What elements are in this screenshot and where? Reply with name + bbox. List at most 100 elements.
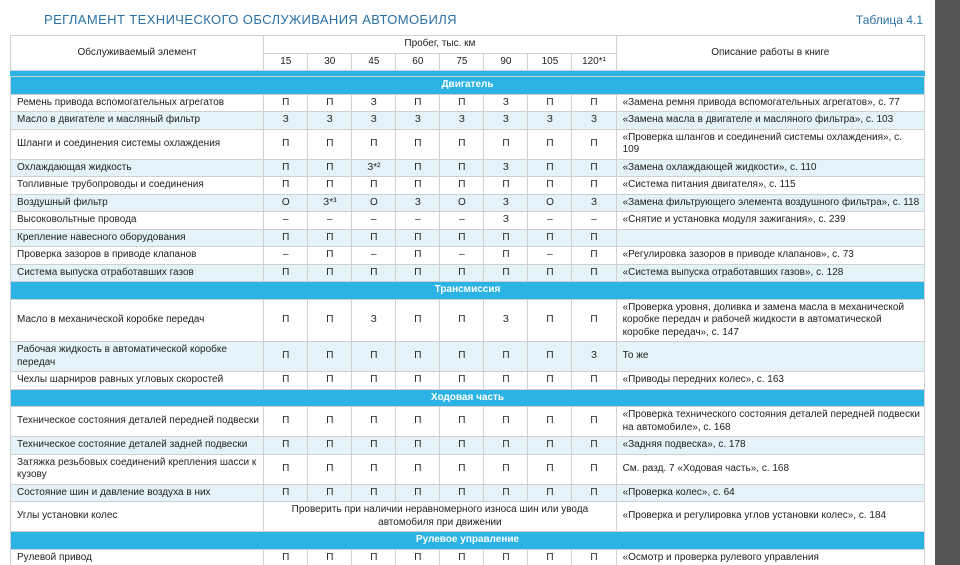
row-name: Ремень привода вспомогательных агрегатов: [11, 94, 264, 112]
mark-cell: П: [396, 454, 440, 484]
mileage-col: 15: [264, 53, 308, 71]
mark-cell: П: [528, 342, 572, 372]
mark-cell: П: [352, 484, 396, 502]
table-row: Затяжка резьбовых соединений крепления ш…: [11, 454, 925, 484]
mark-cell: П: [528, 372, 572, 390]
mark-cell: О: [528, 194, 572, 212]
row-name: Техническое состояния деталей передней п…: [11, 407, 264, 437]
row-name: Воздушный фильтр: [11, 194, 264, 212]
table-row: Воздушный фильтрОЗ*³ОЗОЗОЗ«Замена фильтр…: [11, 194, 925, 212]
mark-cell: П: [528, 229, 572, 247]
mark-cell: –: [352, 212, 396, 230]
mark-cell: П: [308, 247, 352, 265]
mark-cell: З: [572, 194, 616, 212]
col-element: Обслуживаемый элемент: [11, 36, 264, 71]
row-name: Высоковольтные провода: [11, 212, 264, 230]
row-name: Рулевой привод: [11, 549, 264, 565]
mark-cell: П: [264, 437, 308, 455]
mark-cell: П: [396, 549, 440, 565]
mark-cell: П: [396, 129, 440, 159]
mark-cell: З: [264, 112, 308, 130]
mark-cell: П: [572, 454, 616, 484]
mark-cell: П: [264, 372, 308, 390]
mark-cell: П: [308, 407, 352, 437]
mark-cell: О: [440, 194, 484, 212]
mark-cell: П: [440, 342, 484, 372]
mark-cell: П: [572, 407, 616, 437]
mark-cell: П: [528, 264, 572, 282]
row-name: Шланги и соединения системы охлаждения: [11, 129, 264, 159]
table-label: Таблица 4.1: [856, 13, 923, 27]
mark-cell: З*³: [308, 194, 352, 212]
row-desc: «Задняя подвеска», с. 178: [616, 437, 924, 455]
row-desc: [616, 229, 924, 247]
mark-cell: П: [528, 549, 572, 565]
right-scrollbar[interactable]: [935, 0, 960, 565]
table-row: Ремень привода вспомогательных агрегатов…: [11, 94, 925, 112]
mark-cell: П: [352, 437, 396, 455]
mark-cell: П: [440, 549, 484, 565]
table-row: Масло в механической коробке передачППЗП…: [11, 299, 925, 342]
mark-cell: З: [484, 212, 528, 230]
mark-cell: П: [308, 229, 352, 247]
row-desc: «Проверка и регулировка углов установки …: [616, 502, 924, 532]
row-name: Топливные трубопроводы и соединения: [11, 177, 264, 195]
row-name: Состояние шин и давление воздуха в них: [11, 484, 264, 502]
mark-cell: П: [308, 484, 352, 502]
row-name: Охлаждающая жидкость: [11, 159, 264, 177]
mark-cell: П: [264, 299, 308, 342]
mark-cell: П: [308, 94, 352, 112]
row-desc: «Снятие и установка модуля зажигания», с…: [616, 212, 924, 230]
mark-cell: П: [352, 372, 396, 390]
mark-cell: П: [264, 159, 308, 177]
mark-cell: –: [396, 212, 440, 230]
table-row: Чехлы шарниров равных угловых скоростейП…: [11, 372, 925, 390]
mark-cell: П: [440, 94, 484, 112]
row-name: Углы установки колес: [11, 502, 264, 532]
mark-cell: –: [528, 212, 572, 230]
mark-cell: –: [528, 247, 572, 265]
mark-cell: П: [440, 372, 484, 390]
row-desc: «Проверка технического состояния деталей…: [616, 407, 924, 437]
table-row: Рулевой приводПППППППП«Осмотр и проверка…: [11, 549, 925, 565]
mark-cell: –: [572, 212, 616, 230]
mark-cell: О: [264, 194, 308, 212]
maintenance-table: Обслуживаемый элемент Пробег, тыс. км Оп…: [10, 35, 925, 565]
row-desc: «Регулировка зазоров в приводе клапанов»…: [616, 247, 924, 265]
row-desc: «Замена масла в двигателе и масляного фи…: [616, 112, 924, 130]
section-header: Трансмиссия: [11, 282, 925, 300]
mark-cell: П: [484, 342, 528, 372]
mark-cell: О: [352, 194, 396, 212]
mark-cell: П: [264, 454, 308, 484]
mark-cell: П: [308, 342, 352, 372]
mark-cell: П: [308, 177, 352, 195]
mark-cell: П: [396, 342, 440, 372]
mark-cell: П: [308, 437, 352, 455]
mark-cell: П: [352, 407, 396, 437]
mileage-col: 90: [484, 53, 528, 71]
mark-cell: З: [308, 112, 352, 130]
mileage-col: 120*¹: [572, 53, 616, 71]
row-name: Техническое состояние деталей задней под…: [11, 437, 264, 455]
mark-cell: З: [484, 94, 528, 112]
mark-cell: П: [352, 454, 396, 484]
row-name: Масло в механической коробке передач: [11, 299, 264, 342]
mark-cell: П: [572, 177, 616, 195]
mark-cell: П: [308, 299, 352, 342]
mark-cell: П: [264, 264, 308, 282]
mark-cell: П: [396, 264, 440, 282]
mark-cell: П: [572, 229, 616, 247]
table-row: Рабочая жидкость в автоматической коробк…: [11, 342, 925, 372]
mark-cell: П: [528, 129, 572, 159]
mark-cell: П: [352, 177, 396, 195]
mark-cell: З: [396, 112, 440, 130]
row-desc: «Проверка колес», с. 64: [616, 484, 924, 502]
mark-cell: З: [484, 299, 528, 342]
mark-cell: З: [528, 112, 572, 130]
mark-cell: П: [484, 437, 528, 455]
mark-cell: П: [528, 484, 572, 502]
row-desc: «Осмотр и проверка рулевого управления: [616, 549, 924, 565]
mark-cell: П: [308, 129, 352, 159]
mark-cell: П: [440, 159, 484, 177]
row-name: Чехлы шарниров равных угловых скоростей: [11, 372, 264, 390]
